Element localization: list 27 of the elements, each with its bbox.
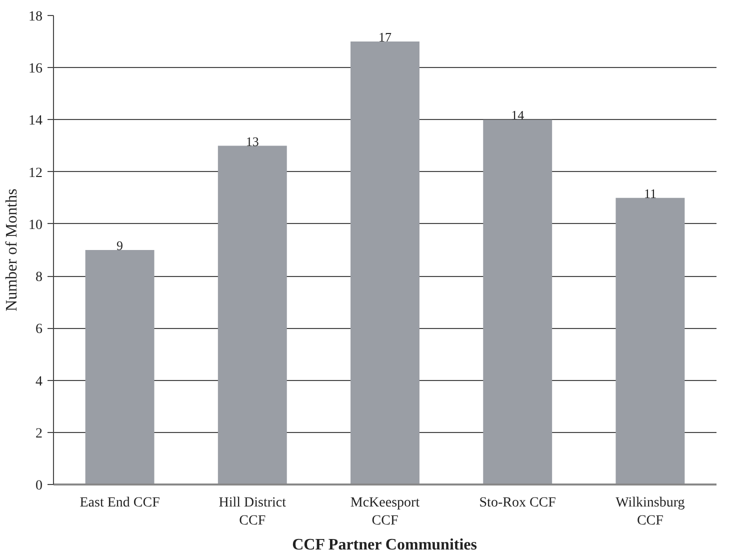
bar xyxy=(350,42,420,484)
bar xyxy=(616,198,685,484)
data-label: 17 xyxy=(378,30,392,45)
y-axis-title: Number of Months xyxy=(4,188,20,312)
data-label: 13 xyxy=(246,134,259,149)
x-tick-label: East End CCF xyxy=(80,496,160,510)
bar xyxy=(85,250,154,484)
y-tick-label: 12 xyxy=(28,166,42,181)
y-tick-label: 14 xyxy=(28,114,42,129)
data-label: 14 xyxy=(511,108,525,123)
y-tick-label: 0 xyxy=(36,478,42,494)
y-tick-label: 16 xyxy=(28,62,42,77)
x-tick-label: McKeesport CCF xyxy=(350,496,420,528)
data-label: 9 xyxy=(116,238,124,253)
x-tick-label: Hill District CCF xyxy=(218,496,286,528)
data-label: 11 xyxy=(644,186,656,201)
y-tick-label: 6 xyxy=(36,322,42,338)
bar xyxy=(483,120,552,484)
bar xyxy=(218,146,287,484)
y-tick-label: 10 xyxy=(28,218,42,233)
x-axis-title: CCF Partner Communities xyxy=(292,536,477,554)
y-tick-label: 18 xyxy=(28,10,42,24)
y-tick-label: 8 xyxy=(36,270,42,286)
y-tick-label: 4 xyxy=(36,374,42,390)
x-tick-label: Wilkinsburg CCF xyxy=(616,496,685,528)
x-tick-label: Sto-Rox CCF xyxy=(479,496,556,510)
y-tick-label: 2 xyxy=(36,426,42,442)
